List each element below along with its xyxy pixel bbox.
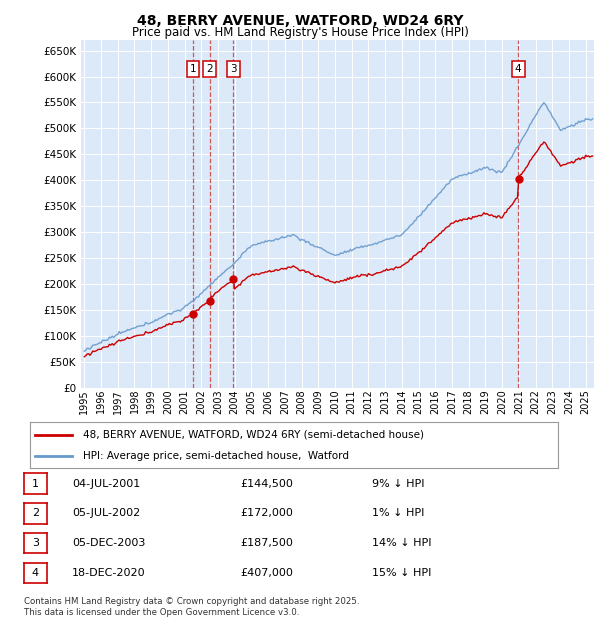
Text: 05-DEC-2003: 05-DEC-2003	[72, 538, 145, 548]
Text: 1: 1	[190, 64, 196, 74]
Text: 05-JUL-2002: 05-JUL-2002	[72, 508, 140, 518]
Text: 04-JUL-2001: 04-JUL-2001	[72, 479, 140, 489]
Text: £172,000: £172,000	[240, 508, 293, 518]
Text: 2: 2	[32, 508, 39, 518]
Text: 18-DEC-2020: 18-DEC-2020	[72, 568, 146, 578]
Text: 4: 4	[32, 568, 39, 578]
Text: £144,500: £144,500	[240, 479, 293, 489]
Text: 1% ↓ HPI: 1% ↓ HPI	[372, 508, 424, 518]
Text: Contains HM Land Registry data © Crown copyright and database right 2025.
This d: Contains HM Land Registry data © Crown c…	[24, 598, 359, 617]
Text: £187,500: £187,500	[240, 538, 293, 548]
Text: 2: 2	[206, 64, 213, 74]
Text: £407,000: £407,000	[240, 568, 293, 578]
Text: 9% ↓ HPI: 9% ↓ HPI	[372, 479, 425, 489]
Text: 48, BERRY AVENUE, WATFORD, WD24 6RY: 48, BERRY AVENUE, WATFORD, WD24 6RY	[137, 14, 463, 28]
Text: 4: 4	[515, 64, 521, 74]
Text: 15% ↓ HPI: 15% ↓ HPI	[372, 568, 431, 578]
Text: HPI: Average price, semi-detached house,  Watford: HPI: Average price, semi-detached house,…	[83, 451, 349, 461]
Text: 14% ↓ HPI: 14% ↓ HPI	[372, 538, 431, 548]
Text: 48, BERRY AVENUE, WATFORD, WD24 6RY (semi-detached house): 48, BERRY AVENUE, WATFORD, WD24 6RY (sem…	[83, 430, 424, 440]
Text: 1: 1	[32, 479, 39, 489]
Text: Price paid vs. HM Land Registry's House Price Index (HPI): Price paid vs. HM Land Registry's House …	[131, 26, 469, 39]
Text: 3: 3	[230, 64, 237, 74]
Text: 3: 3	[32, 538, 39, 548]
